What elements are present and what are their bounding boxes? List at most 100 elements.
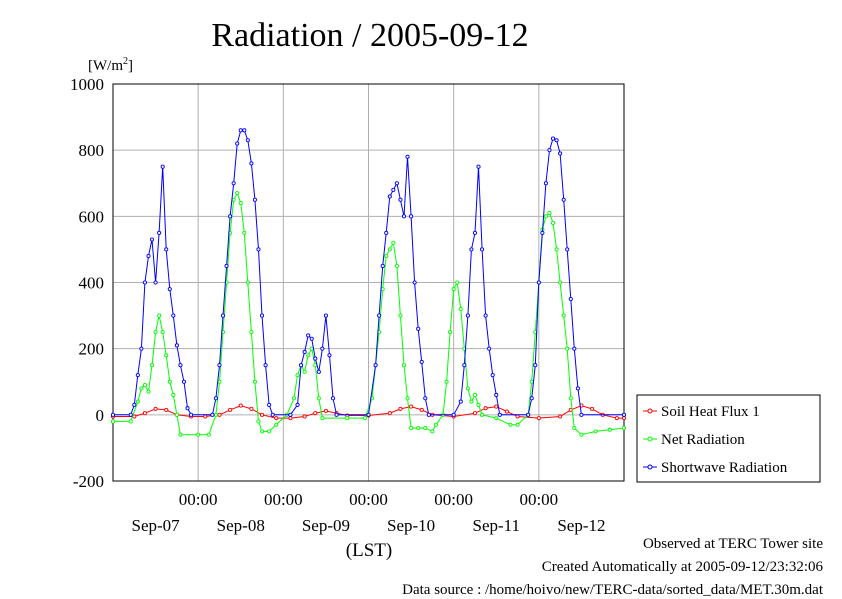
data-point: [171, 392, 176, 398]
data-point: [536, 416, 541, 421]
data-point: [543, 214, 548, 219]
data-point: [249, 406, 254, 411]
data-point: [416, 426, 421, 431]
y-tick-label: 0: [96, 406, 105, 425]
data-point: [614, 416, 619, 421]
data-point: [409, 214, 414, 219]
data-point: [426, 412, 431, 417]
data-point: [302, 349, 307, 355]
data-point: [554, 138, 559, 143]
data-point: [302, 369, 307, 374]
data-point: [259, 313, 265, 318]
data-point: [398, 406, 403, 411]
data-point: [242, 128, 247, 133]
data-point: [235, 191, 240, 196]
legend-swatch-marker: [647, 408, 653, 414]
footer-observed: Observed at TERC Tower site: [642, 536, 823, 552]
data-point: [394, 181, 399, 186]
data-point: [181, 379, 187, 384]
data-point: [164, 247, 169, 252]
data-point: [515, 422, 520, 427]
data-point: [135, 373, 140, 378]
data-point: [217, 412, 222, 417]
data-point: [529, 379, 534, 384]
data-point: [146, 389, 151, 394]
data-point: [228, 407, 233, 412]
data-point: [345, 416, 350, 421]
data-point: [515, 414, 520, 419]
y-tick-label: 1000: [70, 75, 104, 94]
data-point: [565, 247, 570, 252]
data-point: [245, 138, 250, 143]
data-point: [419, 407, 424, 412]
data-point: [295, 402, 300, 407]
legend-label: Soil Heat Flux 1: [661, 404, 760, 420]
data-point: [178, 363, 183, 368]
y-tick-label: -200: [73, 472, 104, 491]
data-point: [238, 128, 243, 133]
data-point: [306, 353, 311, 358]
data-point: [291, 396, 297, 401]
y-tick-label: 600: [79, 207, 105, 226]
data-point: [213, 396, 218, 401]
data-point: [572, 426, 577, 431]
data-point: [448, 330, 453, 335]
data-point: [323, 313, 328, 318]
data-point: [405, 154, 410, 159]
data-point: [139, 346, 144, 351]
data-point: [259, 429, 265, 434]
data-point: [313, 356, 318, 361]
data-point: [167, 287, 172, 292]
data-point: [504, 409, 509, 414]
data-point: [153, 330, 158, 335]
data-point: [164, 407, 169, 412]
x-axis-label: (LST): [346, 540, 392, 561]
data-point: [487, 346, 492, 351]
data-point: [476, 402, 481, 407]
x-time-tick-label: 00:00: [434, 490, 473, 509]
data-point: [561, 313, 566, 318]
data-point: [458, 399, 463, 404]
data-point: [174, 343, 179, 348]
data-point: [139, 386, 144, 391]
data-point: [220, 313, 226, 318]
data-point: [409, 426, 414, 431]
data-point: [575, 386, 580, 391]
data-point: [543, 181, 548, 186]
data-point: [174, 412, 179, 417]
data-point: [476, 164, 481, 169]
data-point: [217, 379, 222, 384]
data-point: [412, 280, 417, 285]
data-point: [231, 197, 236, 202]
data-point: [579, 412, 584, 417]
x-date-tick-label: Sep-11: [472, 516, 520, 535]
data-point: [483, 313, 488, 318]
data-point: [313, 411, 318, 416]
data-point: [362, 416, 368, 421]
data-point: [249, 161, 254, 166]
data-point: [267, 429, 272, 434]
data-point: [306, 333, 311, 338]
data-point: [142, 383, 147, 388]
data-point: [401, 214, 407, 219]
footer-created: Created Automatically at 2005-09-12/23:3…: [541, 559, 823, 575]
x-date-tick-label: Sep-12: [557, 516, 605, 535]
data-point: [384, 253, 389, 259]
data-point: [224, 263, 229, 269]
data-point: [256, 419, 261, 424]
data-point: [494, 392, 499, 398]
footer-source: Data source : /home/hoivo/new/TERC-data/…: [402, 582, 823, 598]
data-point: [299, 363, 304, 368]
data-point: [263, 363, 268, 368]
data-point: [274, 422, 279, 427]
data-point: [167, 379, 172, 384]
x-axis: 00:00 00:00 00:00 00:00 00:00 Sep-07 Sep-08 Sep…: [131, 490, 605, 535]
data-point: [302, 414, 307, 419]
data-point: [590, 406, 595, 411]
data-point: [228, 214, 233, 219]
legend-swatch-marker: [647, 464, 653, 470]
data-point: [157, 313, 162, 318]
data-point: [203, 414, 208, 419]
data-point: [387, 194, 392, 199]
y-axis: 1000 800 600 400 200 0 -200: [70, 75, 104, 491]
